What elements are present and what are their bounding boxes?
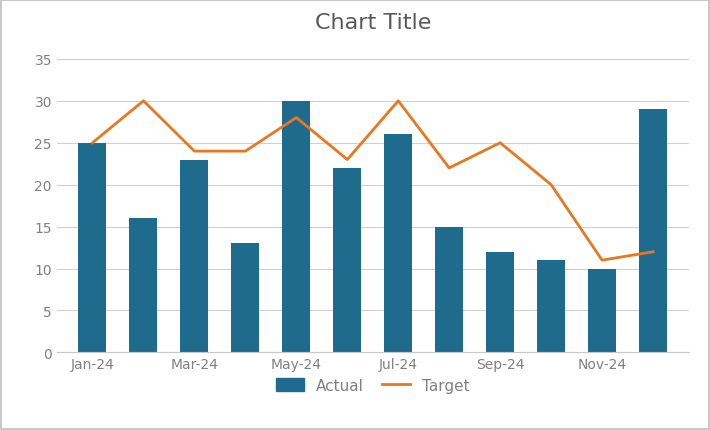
Bar	[537, 261, 565, 353]
Title: Chart Title: Chart Title	[315, 13, 431, 33]
Bar	[79, 144, 106, 353]
Legend: Actual, Target: Actual, Target	[268, 371, 477, 401]
Bar	[180, 160, 209, 353]
Bar	[129, 219, 158, 353]
Bar	[333, 169, 361, 353]
Bar	[588, 269, 616, 353]
Bar	[486, 252, 514, 353]
Bar	[283, 101, 310, 353]
Bar	[384, 135, 413, 353]
Bar	[435, 227, 463, 353]
Bar	[639, 110, 667, 353]
Bar	[231, 244, 259, 353]
